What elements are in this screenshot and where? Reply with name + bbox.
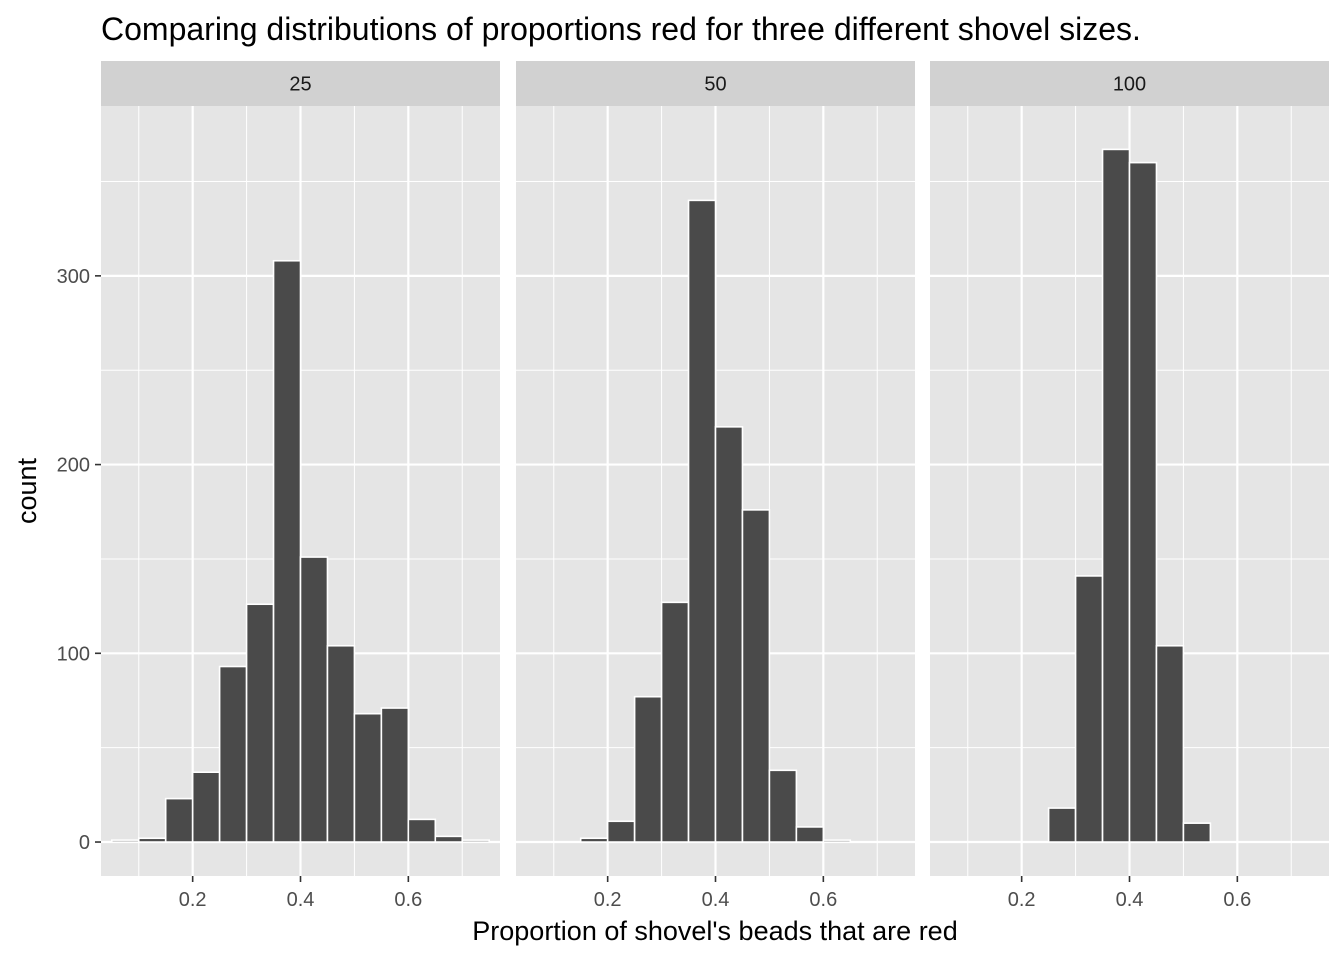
y-tick-label: 0 [79,832,90,854]
x-tick-label: 0.6 [809,889,837,911]
histogram-bar [633,695,663,843]
histogram-bar [245,603,275,843]
histogram-bar [768,769,798,843]
x-tick-label: 0.2 [1008,889,1036,911]
histogram-bar [218,665,248,843]
histogram-bar [1074,575,1104,843]
histogram-bar [299,556,329,843]
histogram-bar [1047,807,1077,843]
x-tick-label: 0.2 [594,889,622,911]
histogram-bar [822,839,852,843]
facet-panel-25: 25 0.2 0.4 0.6 [101,61,500,911]
x-tick-label: 0.4 [1116,889,1144,911]
facet-panel-50: 50 0.2 0.4 0.6 [516,61,915,911]
x-tick-label: 0.6 [394,889,422,911]
y-axis: 0 100 200 300 [57,266,101,854]
histogram-bar [461,839,491,843]
x-tick-label: 0.4 [702,889,730,911]
histogram-bar [164,797,194,843]
histogram-bar [407,818,437,843]
histogram-bar [687,199,717,843]
y-tick-label: 200 [57,455,90,477]
histogram-bar [741,509,771,843]
histogram-bar [606,820,636,843]
histogram-bar [191,771,221,843]
histogram-bar [272,259,302,843]
histogram-bar [1155,644,1185,843]
histogram-bar [579,837,609,843]
histogram-bar [326,644,356,843]
y-axis-title: count [12,457,42,524]
chart-title: Comparing distributions of proportions r… [101,11,1141,47]
histogram-bar [714,426,744,843]
x-tick-label: 0.6 [1223,889,1251,911]
histogram-bar [137,837,167,843]
x-tick-label: 0.2 [179,889,207,911]
facet-panels: 25 0.2 0.4 0.6 50 0.2 0.4 0.6 100 0.2 0.4 0.6 [101,61,1329,911]
y-tick-label: 100 [57,643,90,665]
x-axis-title: Proportion of shovel's beads that are re… [472,916,957,946]
facet-strip [516,61,915,106]
facet-strip-label: 25 [289,74,311,96]
x-tick-label: 0.4 [287,889,315,911]
histogram-bar [110,839,140,843]
histogram-bar [1182,822,1212,843]
facet-strip-label: 50 [704,74,726,96]
histogram-bar [434,835,464,843]
histogram-bar [1128,161,1158,843]
histogram-bar [380,707,410,843]
y-tick-label: 300 [57,266,90,288]
histogram-bar [795,826,825,843]
histogram-bar [660,601,690,843]
facet-strip [930,61,1329,106]
facet-strip [101,61,500,106]
facet-strip-label: 100 [1113,74,1146,96]
histogram-bar [353,712,383,843]
facet-panel-100: 100 0.2 0.4 0.6 [930,61,1329,911]
histogram-bar [1101,148,1131,843]
